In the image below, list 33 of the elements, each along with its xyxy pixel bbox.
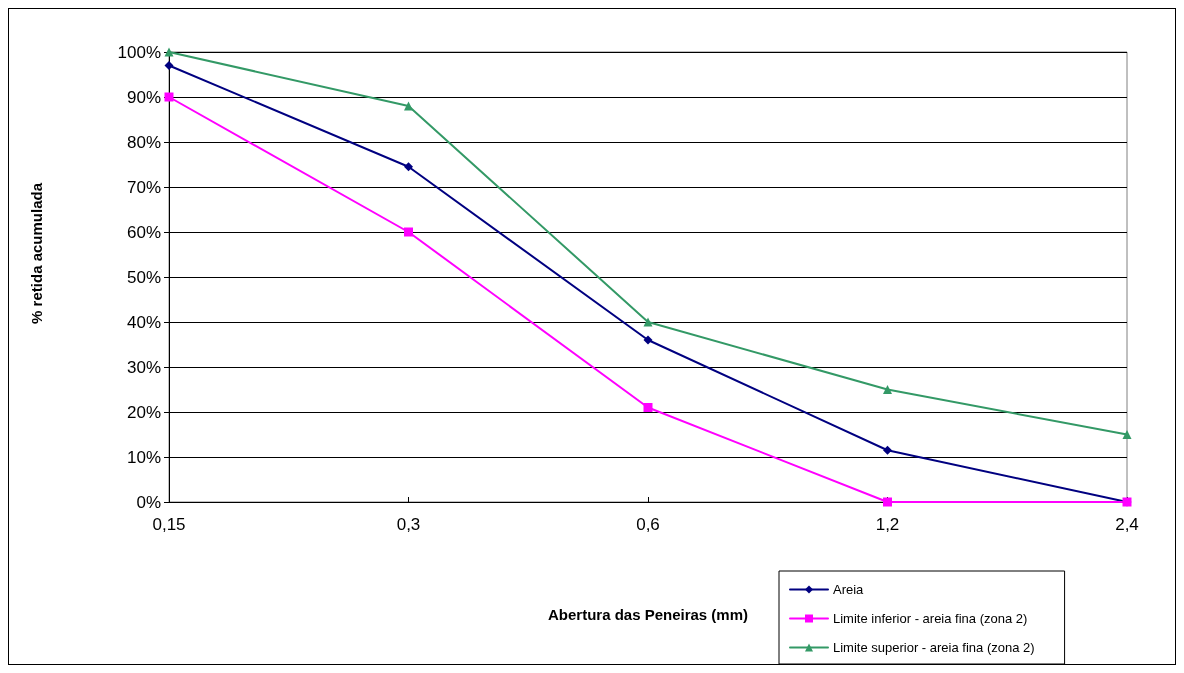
point [404, 227, 413, 237]
y-tick-label: 0% [136, 492, 161, 512]
point [404, 162, 413, 172]
x-axis-title: Abertura das Peneiras (mm) [547, 606, 749, 623]
point [643, 317, 653, 327]
point [883, 497, 892, 507]
legend-label: Limite inferior - areia fina (zona 2) [833, 611, 1028, 626]
point [1122, 430, 1132, 439]
point [643, 403, 653, 412]
point [883, 445, 892, 455]
x-tick-label: 0,3 [396, 515, 421, 534]
x-tick-label: 1,2 [875, 515, 900, 534]
point [883, 385, 892, 394]
y-tick-label: 10% [126, 447, 161, 467]
y-tick-label: 50% [126, 267, 161, 287]
legend-label: Areia [833, 582, 865, 597]
y-tick-label: 20% [126, 402, 161, 422]
x-tick-label: 0,6 [636, 515, 660, 534]
y-tick-label: 70% [126, 177, 161, 197]
point [643, 335, 653, 345]
legend-label: Limite superior - areia fina (zona 2) [833, 640, 1035, 655]
y-tick-label: 100% [117, 42, 161, 62]
y-tick-label: 90% [126, 87, 161, 107]
x-tick-label: 0,15 [152, 515, 186, 534]
y-axis-title: % retida acumulada [28, 182, 45, 324]
y-tick-label: 80% [126, 132, 161, 152]
point [404, 101, 413, 111]
x-tick-label: 2,4 [1115, 515, 1139, 534]
y-tick-label: 30% [126, 357, 161, 377]
y-tick-label: 60% [126, 222, 161, 242]
y-tick-label: 40% [126, 312, 161, 332]
point [164, 61, 174, 70]
point [164, 92, 174, 102]
